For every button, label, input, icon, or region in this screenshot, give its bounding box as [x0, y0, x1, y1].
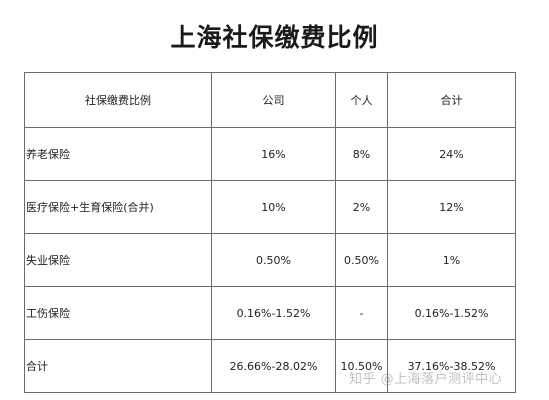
table-row: 合计 26.66%-28.02% 10.50% 37.16%-38.52%	[24, 339, 516, 393]
row-personal: 0.50%	[335, 233, 388, 287]
row-item: 工伤保险	[24, 286, 212, 340]
row-company: 26.66%-28.02%	[211, 339, 336, 393]
header-item: 社保缴费比例	[24, 72, 212, 128]
row-total: 37.16%-38.52%	[387, 339, 516, 393]
row-total: 0.16%-1.52%	[387, 286, 516, 340]
header-company: 公司	[211, 72, 336, 128]
header-total: 合计	[387, 72, 516, 128]
watermark: 知乎 @上海落户测评中心	[349, 372, 503, 387]
insurance-ratio-table: 社保缴费比例 公司 个人 合计 养老保险 16% 8% 24% 医疗保险+生育保…	[24, 72, 516, 393]
row-personal: -	[335, 286, 388, 340]
row-item: 合计	[24, 339, 212, 393]
row-company: 0.16%-1.52%	[211, 286, 336, 340]
row-total: 12%	[387, 180, 516, 234]
row-company: 10%	[211, 180, 336, 234]
table-row: 工伤保险 0.16%-1.52% - 0.16%-1.52%	[24, 286, 516, 340]
row-item: 养老保险	[24, 127, 212, 181]
row-total: 1%	[387, 233, 516, 287]
header-personal: 个人	[335, 72, 388, 128]
row-item: 失业保险	[24, 233, 212, 287]
row-company: 16%	[211, 127, 336, 181]
table-row: 失业保险 0.50% 0.50% 1%	[24, 233, 516, 287]
row-personal: 8%	[335, 127, 388, 181]
table-header-row: 社保缴费比例 公司 个人 合计	[24, 72, 516, 128]
row-item: 医疗保险+生育保险(合并)	[24, 180, 212, 234]
table-row: 养老保险 16% 8% 24%	[24, 127, 516, 181]
row-personal: 2%	[335, 180, 388, 234]
row-company: 0.50%	[211, 233, 336, 287]
table-row: 医疗保险+生育保险(合并) 10% 2% 12%	[24, 180, 516, 234]
page-title: 上海社保缴费比例	[170, 23, 379, 52]
row-total: 24%	[387, 127, 516, 181]
